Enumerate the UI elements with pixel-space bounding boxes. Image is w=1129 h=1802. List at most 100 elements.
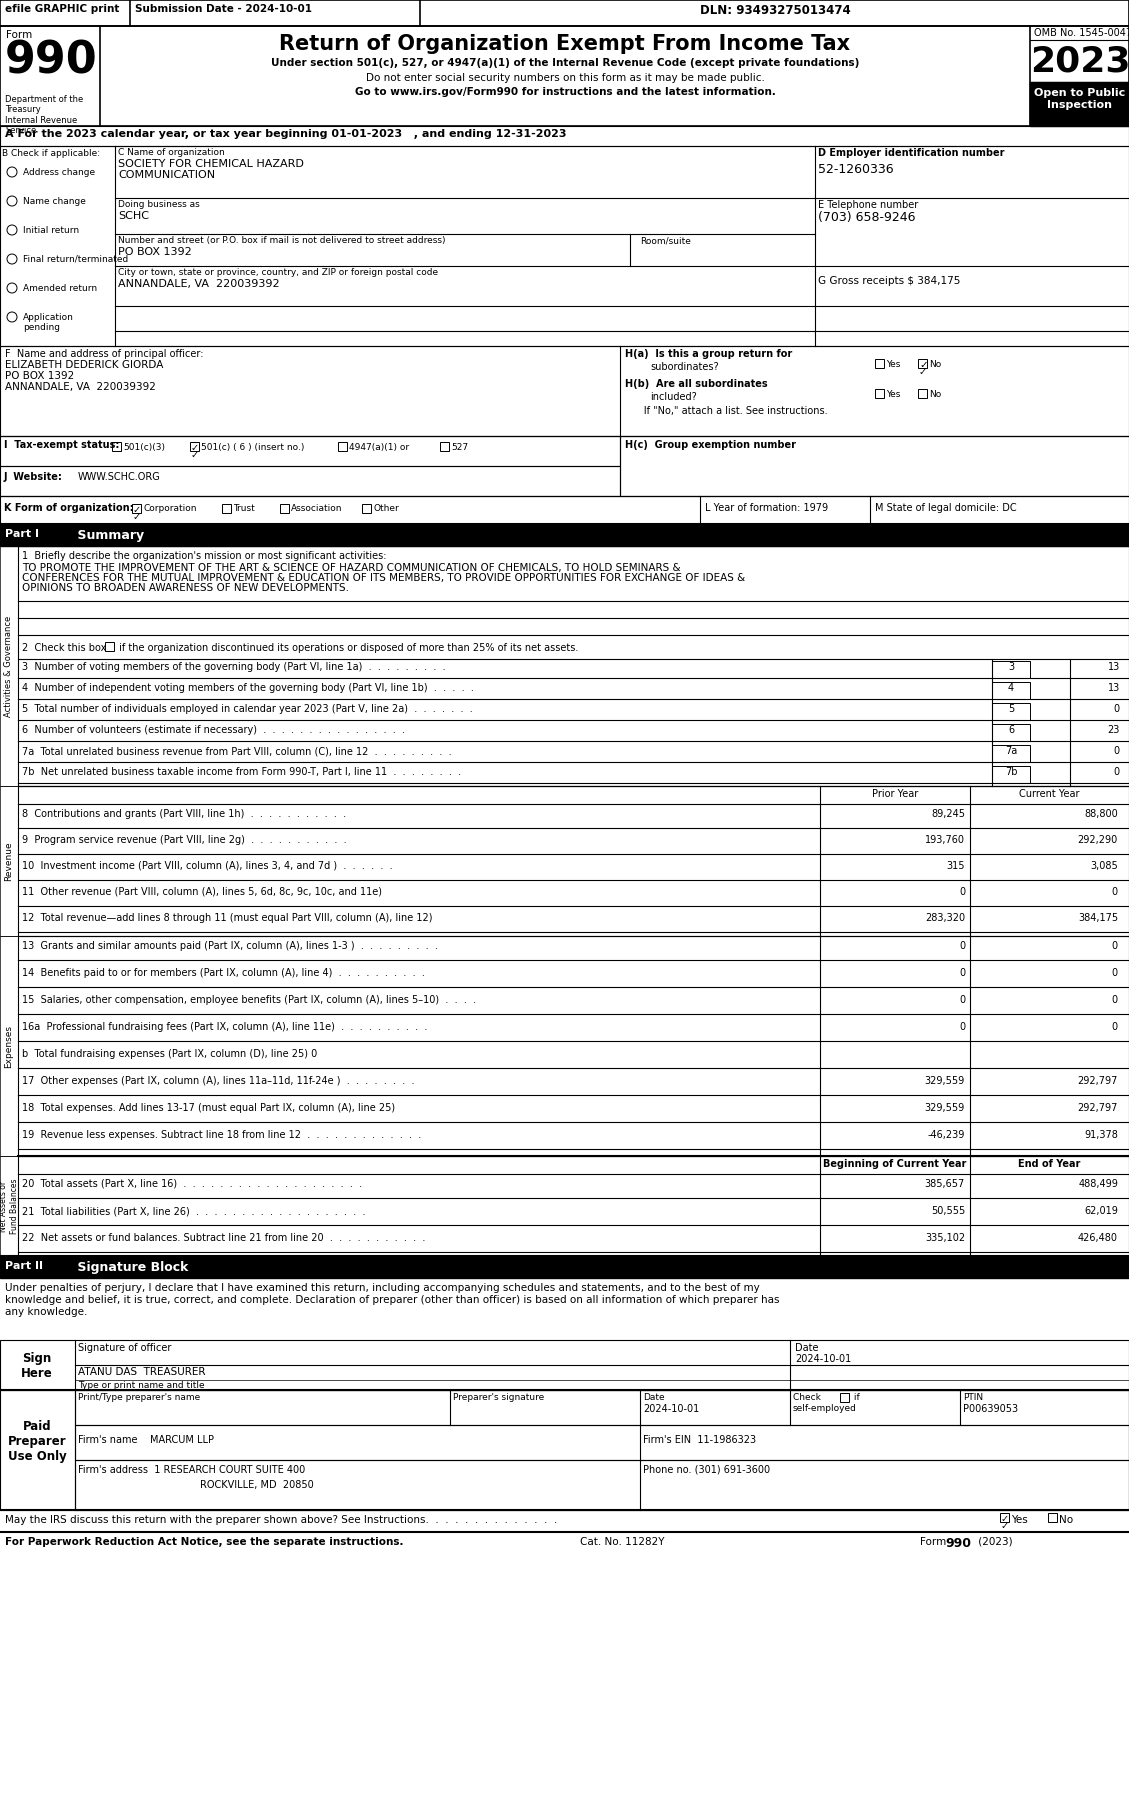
Text: 2024-10-01: 2024-10-01 [644, 1404, 699, 1415]
Text: Expenses: Expenses [5, 1025, 14, 1067]
Text: 0: 0 [959, 1022, 965, 1033]
Text: 17  Other expenses (Part IX, column (A), lines 11a–11d, 11f-24e )  .  .  .  .  .: 17 Other expenses (Part IX, column (A), … [21, 1076, 414, 1087]
Text: ANNANDALE, VA  220039392: ANNANDALE, VA 220039392 [119, 279, 280, 288]
Text: 16a  Professional fundraising fees (Part IX, column (A), line 11e)  .  .  .  .  : 16a Professional fundraising fees (Part … [21, 1022, 428, 1033]
Text: 0: 0 [1112, 941, 1118, 951]
Bar [0, 346, 1129, 436]
Text: 0: 0 [959, 887, 965, 897]
Text: ✓: ✓ [191, 450, 199, 460]
Text: 7b: 7b [1005, 768, 1017, 777]
Text: Paid
Preparer
Use Only: Paid Preparer Use Only [8, 1420, 67, 1463]
Text: H(c)  Group exemption number: H(c) Group exemption number [625, 440, 796, 450]
Bar [992, 744, 1070, 762]
Bar [992, 724, 1030, 741]
Text: Application
pending: Application pending [23, 314, 73, 332]
Text: 21  Total liabilities (Part X, line 26)  .  .  .  .  .  .  .  .  .  .  .  .  .  : 21 Total liabilities (Part X, line 26) .… [21, 1206, 366, 1216]
Bar [0, 146, 1129, 346]
Bar [1048, 1514, 1057, 1523]
Text: 384,175: 384,175 [1078, 914, 1118, 923]
Text: H(b)  Are all subordinates: H(b) Are all subordinates [625, 378, 768, 389]
Bar [75, 1460, 1129, 1510]
Bar [1000, 1514, 1009, 1523]
Text: G Gross receipts $ 384,175: G Gross receipts $ 384,175 [819, 276, 961, 287]
Bar [992, 681, 1070, 699]
Text: ✓: ✓ [133, 505, 141, 515]
Text: 15  Salaries, other compensation, employee benefits (Part IX, column (A), lines : 15 Salaries, other compensation, employe… [21, 995, 476, 1006]
Bar [440, 441, 449, 450]
Bar [620, 436, 1129, 496]
Text: 6: 6 [1008, 724, 1014, 735]
Text: J  Website:: J Website: [5, 472, 63, 481]
Text: 3,085: 3,085 [1091, 861, 1118, 870]
Text: Form: Form [6, 31, 33, 40]
Text: ✓: ✓ [919, 360, 928, 369]
Text: ANNANDALE, VA  220039392: ANNANDALE, VA 220039392 [5, 382, 156, 393]
Text: Summary: Summary [60, 530, 145, 542]
Text: 9  Program service revenue (Part VIII, line 2g)  .  .  .  .  .  .  .  .  .  .  .: 9 Program service revenue (Part VIII, li… [21, 834, 347, 845]
Text: Yes: Yes [886, 389, 900, 398]
Text: OMB No. 1545-0047: OMB No. 1545-0047 [1034, 29, 1129, 38]
Bar [918, 359, 927, 368]
Text: ✓: ✓ [133, 512, 141, 523]
Text: For Paperwork Reduction Act Notice, see the separate instructions.: For Paperwork Reduction Act Notice, see … [5, 1537, 403, 1546]
Bar [992, 661, 1070, 678]
Bar [0, 1256, 1129, 1278]
Text: 3: 3 [1008, 661, 1014, 672]
Text: ELIZABETH DEDERICK GIORDA: ELIZABETH DEDERICK GIORDA [5, 360, 164, 369]
Text: DLN: 93493275013474: DLN: 93493275013474 [700, 4, 851, 16]
Text: 50,555: 50,555 [930, 1206, 965, 1216]
Text: 292,290: 292,290 [1078, 834, 1118, 845]
Bar [280, 505, 289, 514]
Text: PO BOX 1392: PO BOX 1392 [5, 371, 75, 380]
Text: Address change: Address change [23, 168, 95, 177]
Text: SOCIETY FOR CHEMICAL HAZARD: SOCIETY FOR CHEMICAL HAZARD [119, 159, 304, 169]
Text: 2  Check this box: 2 Check this box [21, 643, 110, 652]
Bar [992, 703, 1070, 721]
Text: 6  Number of volunteers (estimate if necessary)  .  .  .  .  .  .  .  .  .  .  .: 6 Number of volunteers (estimate if nece… [21, 724, 405, 735]
Text: 4  Number of independent voting members of the governing body (Part VI, line 1b): 4 Number of independent voting members o… [21, 683, 474, 694]
Text: 990: 990 [5, 40, 98, 83]
Bar [112, 441, 121, 450]
Text: Name change: Name change [23, 196, 86, 205]
Bar [18, 786, 1129, 935]
Text: 385,657: 385,657 [925, 1179, 965, 1189]
Bar [0, 126, 1129, 146]
Bar [992, 766, 1030, 784]
Bar [362, 505, 371, 514]
Text: Form: Form [920, 1537, 949, 1546]
Bar [0, 436, 620, 467]
Text: Return of Organization Exempt From Income Tax: Return of Organization Exempt From Incom… [280, 34, 850, 54]
Text: Date: Date [644, 1393, 665, 1402]
Text: 14  Benefits paid to or for members (Part IX, column (A), line 4)  .  .  .  .  .: 14 Benefits paid to or for members (Part… [21, 968, 425, 978]
Text: Firm's name    MARCUM LLP: Firm's name MARCUM LLP [78, 1434, 215, 1445]
Text: 20  Total assets (Part X, line 16)  .  .  .  .  .  .  .  .  .  .  .  .  .  .  . : 20 Total assets (Part X, line 16) . . . … [21, 1179, 362, 1189]
Text: 488,499: 488,499 [1078, 1179, 1118, 1189]
Text: 501(c)(3): 501(c)(3) [123, 443, 165, 452]
Text: 329,559: 329,559 [925, 1076, 965, 1087]
Text: PO BOX 1392: PO BOX 1392 [119, 247, 192, 258]
Text: 0: 0 [1112, 968, 1118, 978]
Bar [75, 1389, 1129, 1425]
Text: if: if [851, 1393, 860, 1402]
Bar [18, 935, 1129, 1157]
Bar [0, 467, 620, 496]
Text: Signature Block: Signature Block [60, 1261, 189, 1274]
Text: 4: 4 [1008, 683, 1014, 694]
Text: 91,378: 91,378 [1084, 1130, 1118, 1141]
Bar [18, 1157, 1129, 1256]
Text: Yes: Yes [886, 360, 900, 369]
Text: any knowledge.: any knowledge. [5, 1306, 87, 1317]
Text: 7b  Net unrelated business taxable income from Form 990-T, Part I, line 11  .  .: 7b Net unrelated business taxable income… [21, 768, 461, 777]
Text: Open to Public
Inspection: Open to Public Inspection [1034, 88, 1126, 110]
Bar [222, 505, 231, 514]
Text: 0: 0 [1112, 1022, 1118, 1033]
Text: Department of the
Treasury
Internal Revenue
Service: Department of the Treasury Internal Reve… [5, 96, 84, 135]
Bar [0, 1389, 1129, 1510]
Bar [840, 1393, 849, 1402]
Bar [992, 703, 1030, 721]
Text: ✓: ✓ [191, 443, 199, 452]
Text: COMMUNICATION: COMMUNICATION [119, 169, 216, 180]
Text: b  Total fundraising expenses (Part IX, column (D), line 25) 0: b Total fundraising expenses (Part IX, c… [21, 1049, 317, 1060]
Bar [75, 1425, 1129, 1460]
Bar [0, 25, 1129, 126]
